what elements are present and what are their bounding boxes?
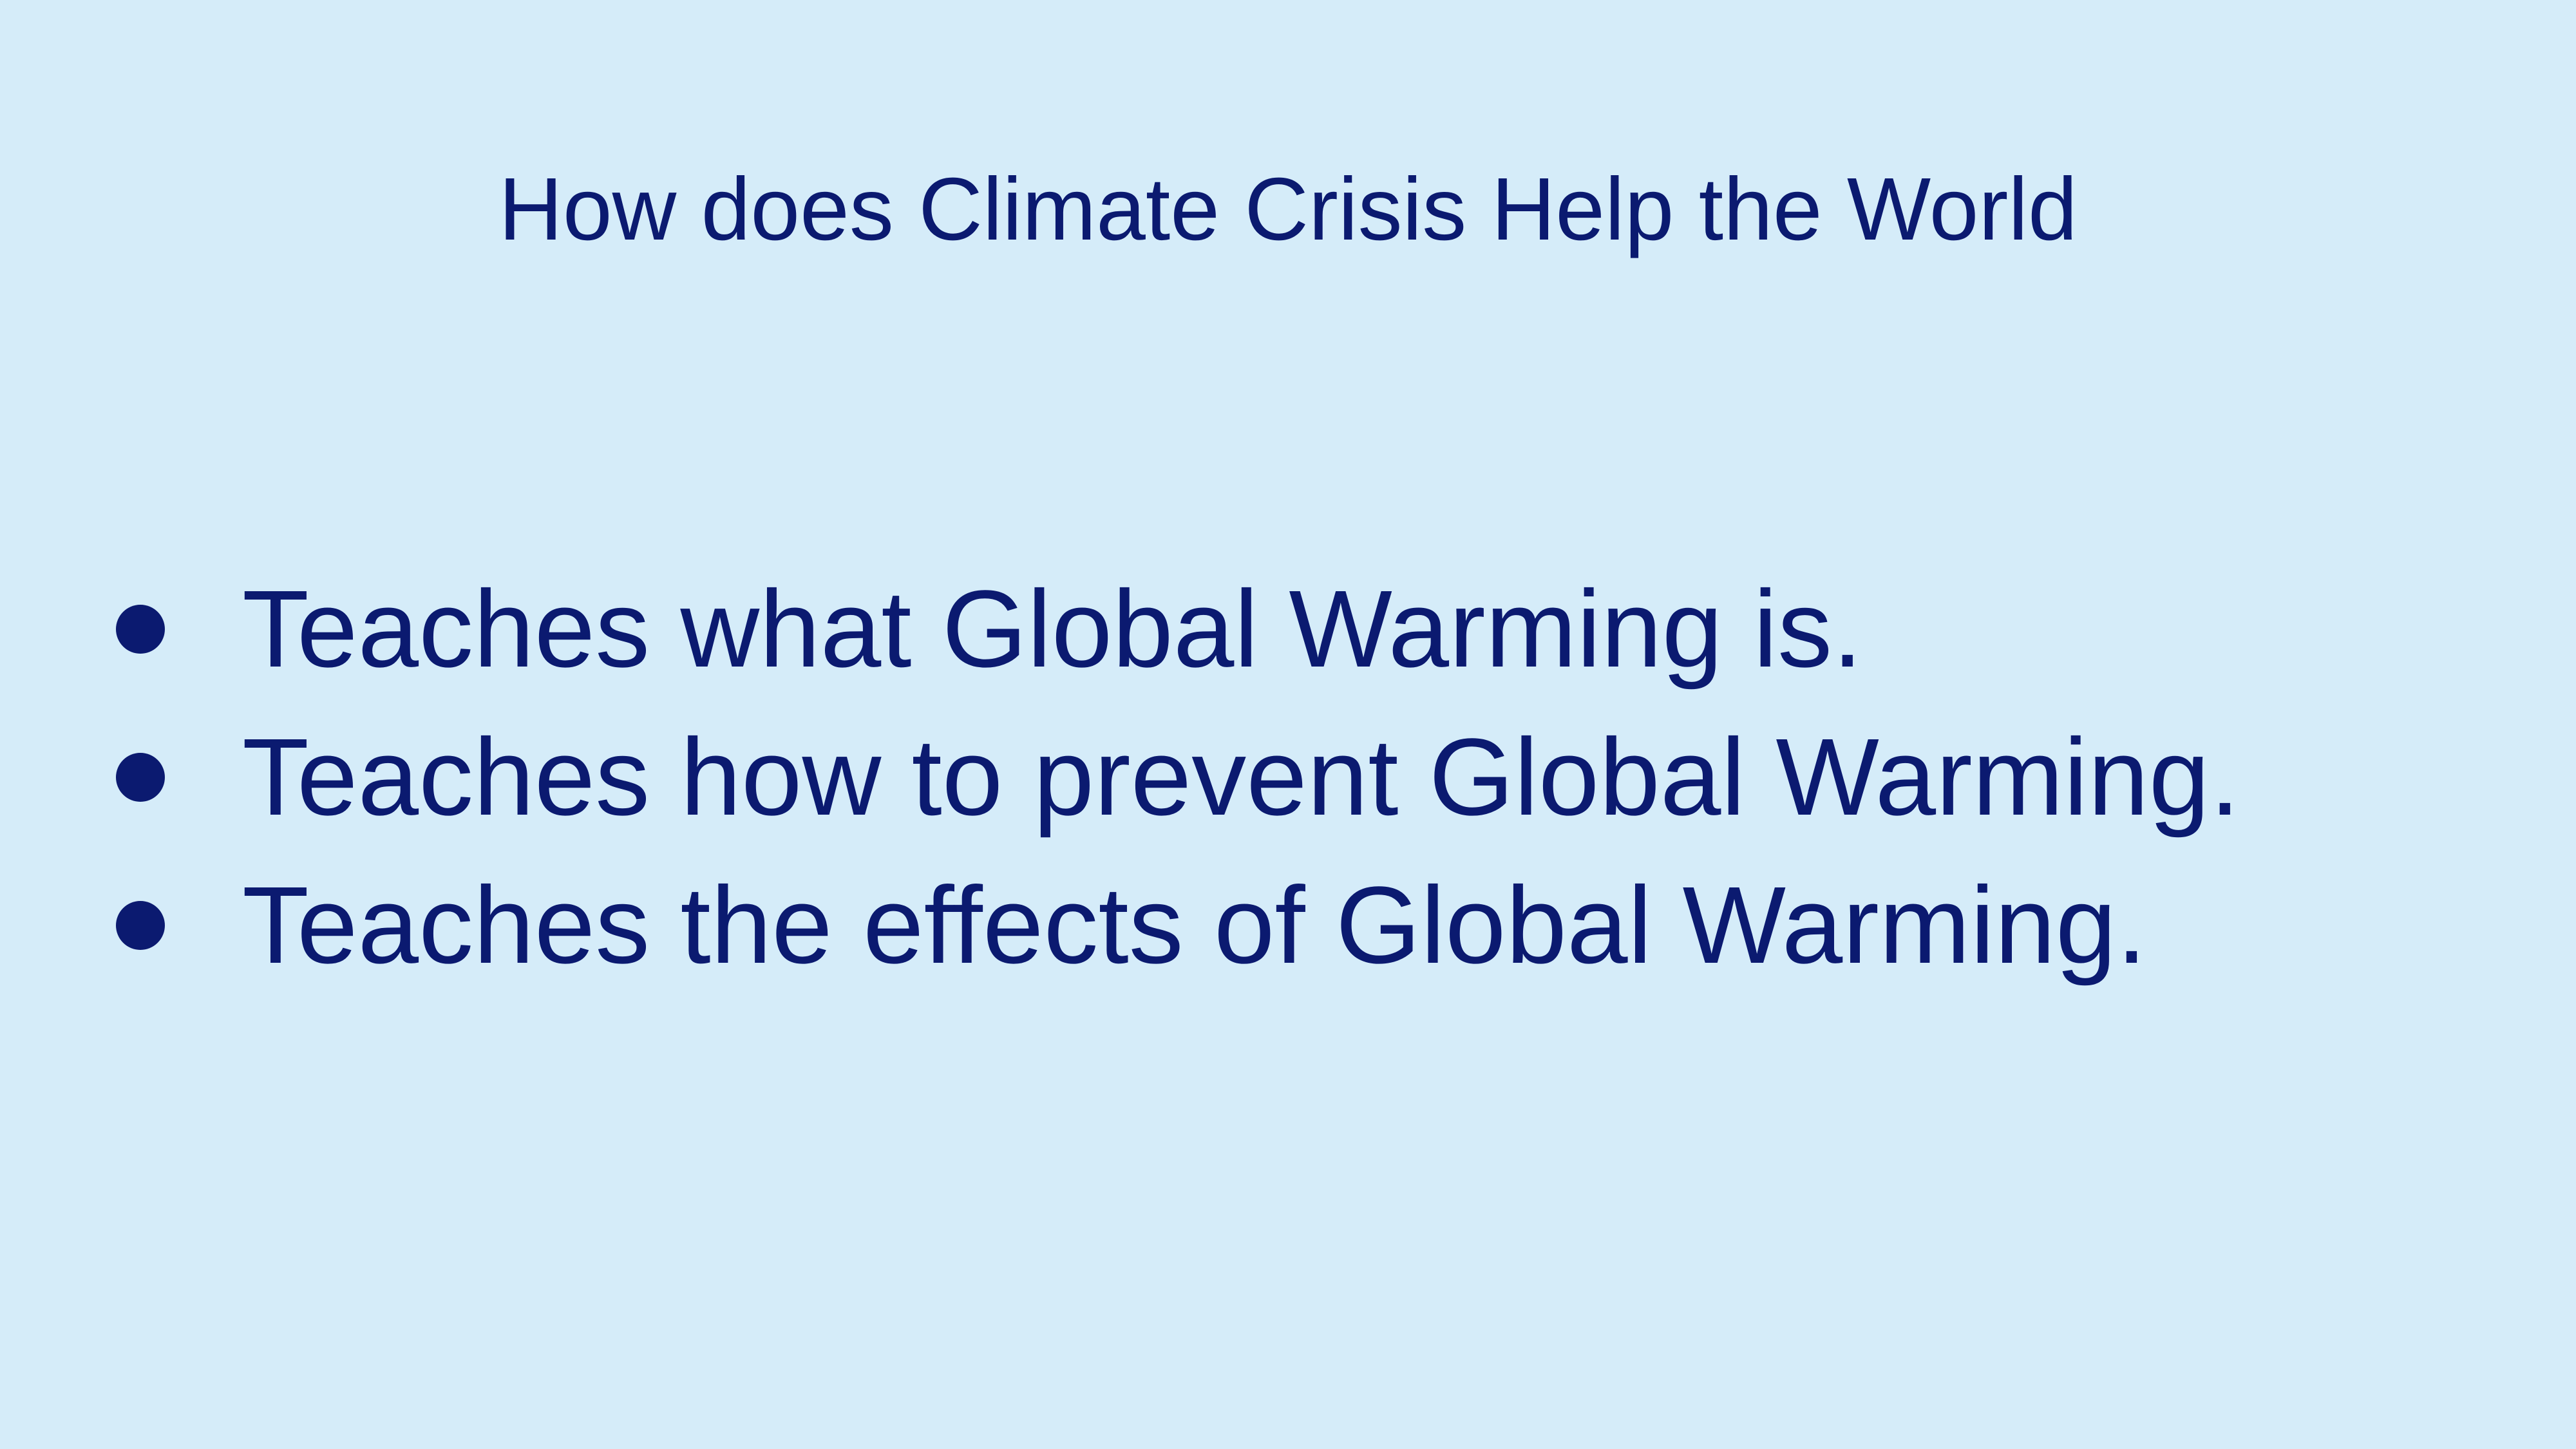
bullet-list: Teaches what Global Warming is. Teaches … — [116, 555, 2240, 999]
bullet-item: Teaches what Global Warming is. — [116, 555, 2240, 703]
bullet-text: Teaches how to prevent Global Warming. — [242, 716, 2240, 838]
bullet-text: Teaches what Global Warming is. — [242, 568, 1863, 690]
bullet-dot-icon — [116, 753, 165, 802]
bullet-item: Teaches how to prevent Global Warming. — [116, 703, 2240, 851]
bullet-item: Teaches the effects of Global Warming. — [116, 851, 2240, 999]
bullet-text: Teaches the effects of Global Warming. — [242, 864, 2147, 987]
bullet-dot-icon — [116, 605, 165, 654]
bullet-dot-icon — [116, 901, 165, 950]
slide-title: How does Climate Crisis Help the World — [498, 160, 2078, 259]
